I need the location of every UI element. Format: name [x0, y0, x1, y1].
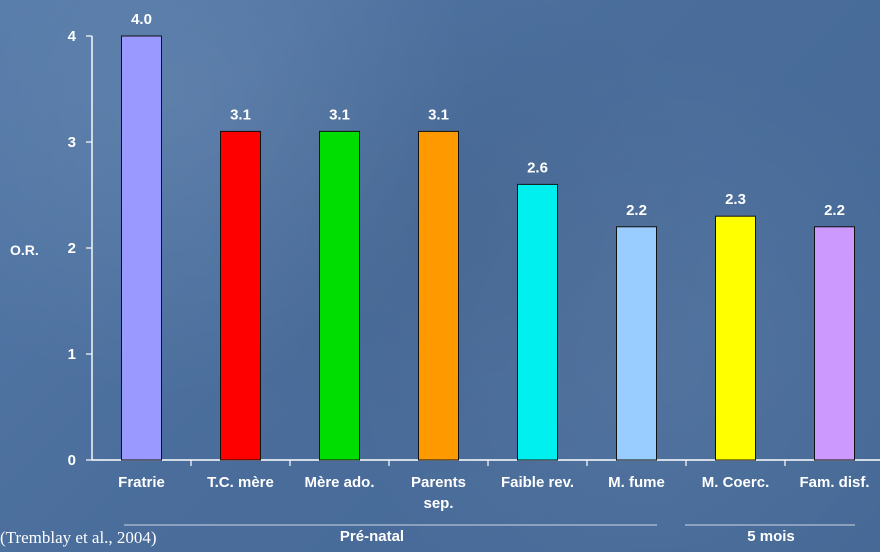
category-label-1: T.C. mère — [207, 474, 274, 491]
data-label-3: 3.1 — [428, 106, 449, 123]
data-label-4: 2.6 — [527, 159, 548, 176]
bar-0 — [121, 35, 162, 461]
y-tick-label-3: 3 — [68, 134, 76, 151]
category-label-4: Faible rev. — [501, 474, 574, 491]
y-tick-label-1: 1 — [68, 346, 76, 363]
bar-1 — [220, 130, 261, 461]
y-tick-label-4: 4 — [68, 28, 77, 45]
bar-7 — [814, 226, 855, 461]
data-label-1: 3.1 — [230, 106, 251, 123]
data-label-2: 3.1 — [329, 106, 350, 123]
bars-layer — [121, 35, 855, 461]
bar-2 — [319, 130, 360, 461]
y-axis-label: O.R. — [10, 242, 39, 258]
bar-4 — [517, 183, 558, 461]
group-label-1: 5 mois — [747, 528, 795, 545]
group-label-0: Pré-natal — [340, 528, 404, 545]
category-label-6: M. Coerc. — [702, 474, 770, 491]
data-label-0: 4.0 — [131, 11, 152, 28]
category-label-3-1: sep. — [423, 495, 453, 512]
category-label-7: Fam. disf. — [799, 474, 869, 491]
groups-layer: Pré-natal 5 mois — [124, 524, 855, 545]
category-label-3-0: Parents — [411, 474, 466, 491]
y-tick-label-0: 0 — [68, 452, 76, 469]
bar-6 — [715, 215, 756, 461]
data-label-6: 2.3 — [725, 191, 746, 208]
data-label-7: 2.2 — [824, 202, 845, 219]
category-label-5: M. fume — [608, 474, 665, 491]
y-tick-label-2: 2 — [68, 240, 76, 257]
bar-3 — [418, 130, 459, 461]
citation-text: (Tremblay et al., 2004) — [0, 528, 157, 547]
data-label-5: 2.2 — [626, 202, 647, 219]
labels-layer: 4.0 Fratrie 3.1 T.C. mère 3.1 Mère ado. 3.1 Par… — [118, 11, 869, 512]
category-label-2: Mère ado. — [304, 474, 374, 491]
bar-5 — [616, 226, 657, 461]
category-label-0: Fratrie — [118, 474, 165, 491]
